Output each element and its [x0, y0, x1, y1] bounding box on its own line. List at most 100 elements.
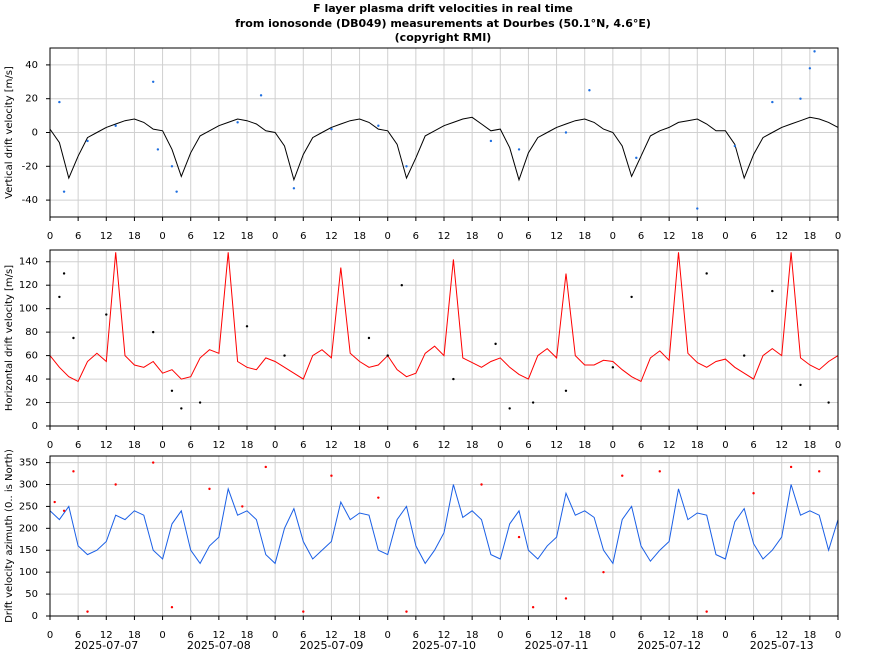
x-tick-label: 12 [775, 630, 788, 641]
data-point [489, 139, 493, 143]
x-tick-label: 18 [241, 440, 254, 451]
data-point [405, 165, 408, 168]
x-tick-label: 0 [835, 630, 841, 641]
y-tick-label: 100 [19, 304, 38, 315]
x-tick-label: 0 [159, 231, 165, 242]
x-tick-label: 18 [691, 630, 704, 641]
data-point [198, 401, 202, 404]
data-point [400, 284, 403, 287]
data-point [452, 377, 455, 381]
data-point [752, 492, 755, 495]
x-tick-label: 12 [212, 231, 225, 242]
data-point [564, 131, 568, 134]
data-point [175, 190, 178, 193]
x-tick-label: 12 [663, 231, 676, 242]
y-tick-label: 50 [25, 589, 38, 600]
title-line: from ionosonde (DB049) measurements at D… [235, 17, 651, 30]
y-axis-label: Horizontal drift velocity [m/s] [4, 265, 15, 411]
x-tick-label: 12 [100, 231, 113, 242]
data-point [405, 610, 408, 613]
x-tick-label: 0 [159, 630, 165, 641]
date-label: 2025-07-08 [187, 639, 251, 652]
data-point [283, 354, 286, 357]
data-point [58, 100, 61, 104]
x-tick-label: 12 [325, 440, 338, 451]
y-tick-label: 250 [19, 501, 38, 512]
data-point [72, 470, 75, 473]
data-point [114, 124, 117, 127]
date-label: 2025-07-12 [637, 639, 701, 652]
data-point [602, 570, 605, 574]
x-tick-label: 6 [413, 630, 419, 641]
x-tick-label: 12 [212, 440, 225, 451]
x-tick-label: 18 [578, 440, 591, 451]
data-point [564, 597, 568, 600]
x-tick-label: 18 [578, 630, 591, 641]
data-point [818, 470, 821, 473]
data-point [696, 207, 699, 210]
data-point [630, 295, 633, 299]
title-line: F layer plasma drift velocities in real … [313, 2, 573, 15]
x-tick-label: 12 [550, 630, 563, 641]
y-tick-label: 120 [19, 280, 38, 291]
data-point [508, 407, 511, 410]
y-tick-label: 300 [19, 479, 38, 490]
y-tick-label: 20 [25, 398, 38, 409]
data-point [517, 148, 521, 151]
y-tick-label: -20 [22, 161, 38, 172]
data-point [180, 407, 183, 410]
x-tick-label: 0 [497, 231, 503, 242]
data-point [635, 156, 638, 160]
data-point [813, 50, 816, 53]
y-tick-label: -40 [22, 195, 38, 206]
x-tick-label: 0 [385, 440, 391, 451]
data-point [170, 389, 174, 392]
data-point [658, 470, 661, 473]
date-label: 2025-07-13 [750, 639, 814, 652]
x-tick-label: 0 [47, 440, 53, 451]
data-point [241, 505, 244, 508]
data-point [377, 496, 380, 499]
x-tick-label: 18 [466, 630, 479, 641]
y-tick-label: 150 [19, 545, 38, 556]
x-tick-label: 0 [272, 630, 278, 641]
x-tick-label: 0 [835, 440, 841, 451]
x-tick-label: 0 [610, 440, 616, 451]
x-tick-label: 12 [438, 231, 451, 242]
x-tick-label: 6 [413, 231, 419, 242]
data-point [62, 509, 66, 512]
data-point [58, 295, 61, 299]
x-tick-label: 0 [722, 231, 728, 242]
data-point [259, 94, 263, 97]
y-tick-label: 40 [25, 60, 38, 71]
data-point [156, 148, 160, 151]
data-point [236, 121, 239, 124]
data-point [86, 139, 89, 143]
date-label: 2025-07-09 [299, 639, 363, 652]
data-point [170, 165, 174, 168]
x-tick-label: 6 [188, 440, 194, 451]
data-point [480, 483, 483, 486]
x-tick-label: 12 [550, 231, 563, 242]
y-tick-label: 0 [32, 421, 38, 432]
x-tick-label: 6 [525, 440, 531, 451]
data-point [742, 354, 746, 357]
x-tick-label: 6 [525, 630, 531, 641]
x-tick-label: 12 [663, 440, 676, 451]
y-tick-label: 0 [32, 611, 38, 622]
x-tick-label: 18 [578, 231, 591, 242]
data-point [208, 487, 211, 491]
data-point [62, 272, 66, 275]
x-tick-label: 18 [691, 440, 704, 451]
x-tick-label: 0 [47, 630, 53, 641]
x-tick-label: 12 [325, 231, 338, 242]
x-tick-label: 18 [466, 231, 479, 242]
data-point [302, 610, 305, 613]
x-tick-label: 0 [722, 440, 728, 451]
x-tick-label: 6 [638, 630, 644, 641]
data-point [705, 272, 708, 275]
x-tick-label: 12 [663, 630, 676, 641]
y-axis-label: Vertical drift velocity [m/s] [4, 66, 15, 199]
data-point [531, 401, 535, 404]
